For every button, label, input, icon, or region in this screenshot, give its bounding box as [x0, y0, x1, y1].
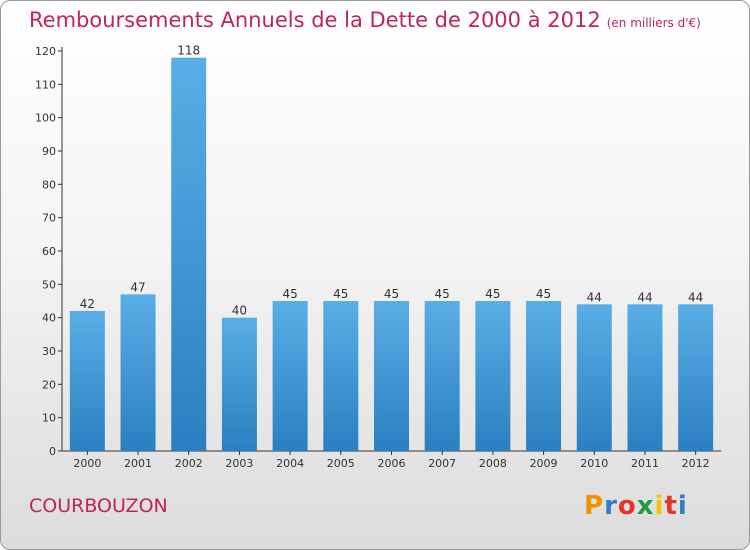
value-label-2001: 47 — [130, 280, 145, 294]
y-tick-label: 30 — [42, 345, 56, 358]
y-tick-label: 70 — [42, 212, 56, 225]
bar-2002 — [171, 57, 207, 452]
bar-2008 — [475, 301, 511, 451]
value-label-2009: 45 — [536, 287, 551, 301]
x-tick-label: 2002 — [175, 457, 203, 470]
y-tick-label: 40 — [42, 312, 56, 325]
x-tick-label: 2010 — [580, 457, 608, 470]
bar-2005 — [323, 301, 359, 451]
y-tick-label: 60 — [42, 245, 56, 258]
bar-2000 — [69, 311, 105, 451]
bar-2001 — [120, 294, 156, 451]
bar-2006 — [374, 301, 409, 451]
commune-name: COURBOUZON — [29, 495, 168, 517]
value-label-2008: 45 — [485, 287, 500, 301]
x-tick-label: 2000 — [73, 457, 101, 470]
chart-unit-note: (en milliers d'€) — [606, 16, 701, 30]
y-tick-label: 90 — [42, 145, 56, 158]
logo-letter: r — [604, 491, 618, 521]
value-label-2010: 44 — [587, 290, 602, 304]
x-tick-label: 2011 — [631, 457, 659, 470]
y-axis: 0 10 20 30 40 50 60 70 80 90 100 110 120 — [35, 45, 63, 458]
x-tick-label: 2008 — [479, 457, 507, 470]
x-tick-label: 2007 — [428, 457, 456, 470]
y-tick-label: 110 — [35, 78, 56, 91]
value-label-2000: 42 — [80, 297, 95, 311]
value-label-2012: 44 — [688, 290, 703, 304]
bar-2010 — [576, 304, 612, 451]
bar-2004 — [272, 301, 308, 451]
proxiti-logo: Proxiti — [584, 491, 688, 521]
x-tick-label: 2012 — [682, 457, 710, 470]
logo-letter: o — [617, 491, 637, 521]
logo-letter: t — [664, 491, 678, 521]
y-tick-label: 20 — [42, 378, 56, 391]
y-tick-label: 10 — [42, 412, 56, 425]
value-label-2004: 45 — [282, 287, 297, 301]
bar-2011 — [627, 304, 663, 451]
x-tick-label: 2009 — [530, 457, 558, 470]
bar-2003 — [221, 317, 257, 451]
y-tick-label: 50 — [42, 278, 56, 291]
x-tick-label: 2001 — [124, 457, 152, 470]
value-label-2006: 45 — [384, 287, 399, 301]
y-tick-label: 100 — [35, 112, 56, 125]
value-label-2003: 40 — [232, 304, 247, 318]
logo-letter: i — [654, 491, 665, 521]
x-tick-label: 2004 — [276, 457, 304, 470]
value-label-2011: 44 — [637, 290, 652, 304]
bar-2009 — [526, 301, 562, 451]
bars — [69, 57, 714, 452]
value-label-2005: 45 — [333, 287, 348, 301]
value-labels: 42 47 118 40 45 45 45 45 45 45 44 44 44 — [80, 44, 704, 318]
x-tick-label: 2006 — [378, 457, 406, 470]
y-tick-label: 0 — [49, 445, 56, 458]
x-tick-label: 2003 — [225, 457, 253, 470]
x-tick-label: 2005 — [327, 457, 355, 470]
y-tick-label: 80 — [42, 178, 56, 191]
logo-letter: i — [677, 491, 688, 521]
logo-letter: x — [636, 491, 655, 521]
value-label-2007: 45 — [435, 287, 450, 301]
y-tick-label: 120 — [35, 45, 56, 58]
chart-title-text: Remboursements Annuels de la Dette de 20… — [29, 8, 601, 32]
logo-letter: P — [584, 491, 605, 521]
chart-title: Remboursements Annuels de la Dette de 20… — [29, 8, 701, 32]
bar-2012 — [678, 304, 714, 451]
x-axis: 2000 2001 2002 2003 2004 2005 2006 2007 2008 2009… — [62, 450, 721, 470]
value-label-2002: 118 — [177, 44, 200, 58]
bar-2007 — [424, 301, 460, 451]
